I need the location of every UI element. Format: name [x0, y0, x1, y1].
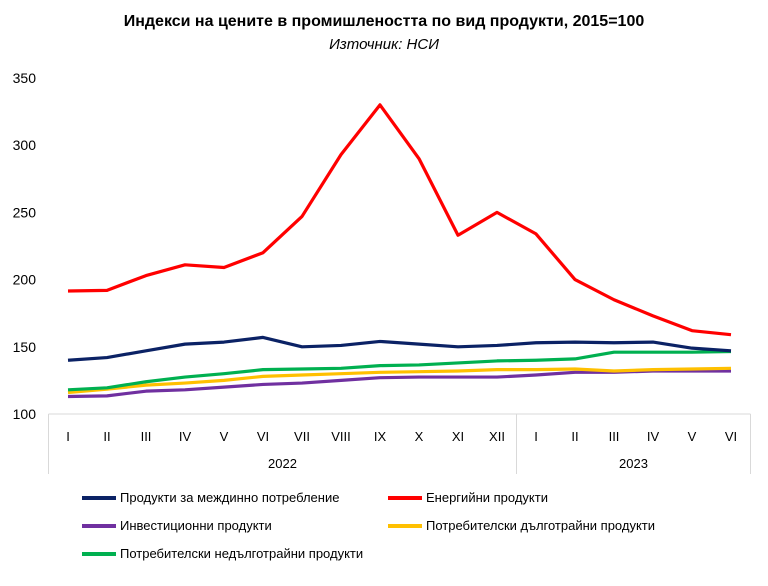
legend-label: Потребителски недълготрайни продукти: [120, 546, 364, 561]
x-tick-label: XII: [489, 429, 505, 444]
y-tick-label: 200: [13, 272, 37, 288]
x-tick-label: III: [141, 429, 152, 444]
x-tick-label: IV: [179, 429, 192, 444]
y-tick-label: 100: [13, 406, 37, 422]
x-tick-label: VI: [257, 429, 269, 444]
x-tick-label: IV: [647, 429, 660, 444]
series-line-3: [67, 366, 732, 395]
y-tick-label: 250: [13, 204, 37, 220]
legend-swatch: [82, 523, 116, 528]
legend-item: Инвестиционни продукти: [82, 518, 272, 533]
x-tick-label: II: [103, 429, 110, 444]
y-tick-label: 300: [13, 137, 37, 153]
x-tick-label: V: [220, 429, 229, 444]
x-tick-label: I: [534, 429, 538, 444]
chart-subtitle: Източник: НСИ: [329, 36, 439, 53]
x-tick-label: V: [688, 429, 697, 444]
x-tick-label: I: [66, 429, 70, 444]
x-tick-label: VI: [725, 429, 737, 444]
legend-label: Потребителски дълготрайни продукти: [426, 518, 656, 533]
x-tick-label: X: [415, 429, 424, 444]
legend-item: Енергийни продукти: [388, 490, 548, 505]
x-tick-label: VII: [294, 429, 310, 444]
series-line-0: [67, 335, 732, 362]
legend-label: Продукти за междинно потребление: [120, 490, 340, 505]
x-tick-label: III: [609, 429, 620, 444]
legend-label: Енергийни продукти: [426, 490, 548, 505]
legend-swatch: [388, 523, 422, 528]
y-tick-label: 150: [13, 339, 37, 355]
x-tick-label: II: [571, 429, 578, 444]
legend-item: Продукти за междинно потребление: [82, 490, 339, 505]
legend-swatch: [82, 495, 116, 500]
series-line-1: [67, 103, 732, 337]
series-line-4: [67, 349, 732, 392]
x-tick-label: IX: [374, 429, 387, 444]
legend-swatch: [388, 495, 422, 500]
y-tick-label: 350: [13, 70, 37, 86]
x-tick-label: VIII: [331, 429, 351, 444]
chart-title: Индекси на цените в промишлеността по ви…: [123, 13, 645, 30]
legend-item: Потребителски недълготрайни продукти: [82, 546, 363, 561]
legend-item: Потребителски дълготрайни продукти: [388, 518, 655, 533]
legend-swatch: [82, 551, 116, 556]
year-label: 2023: [619, 456, 648, 471]
legend-label: Инвестиционни продукти: [120, 518, 272, 533]
x-tick-label: XI: [452, 429, 464, 444]
year-label: 2022: [268, 456, 297, 471]
